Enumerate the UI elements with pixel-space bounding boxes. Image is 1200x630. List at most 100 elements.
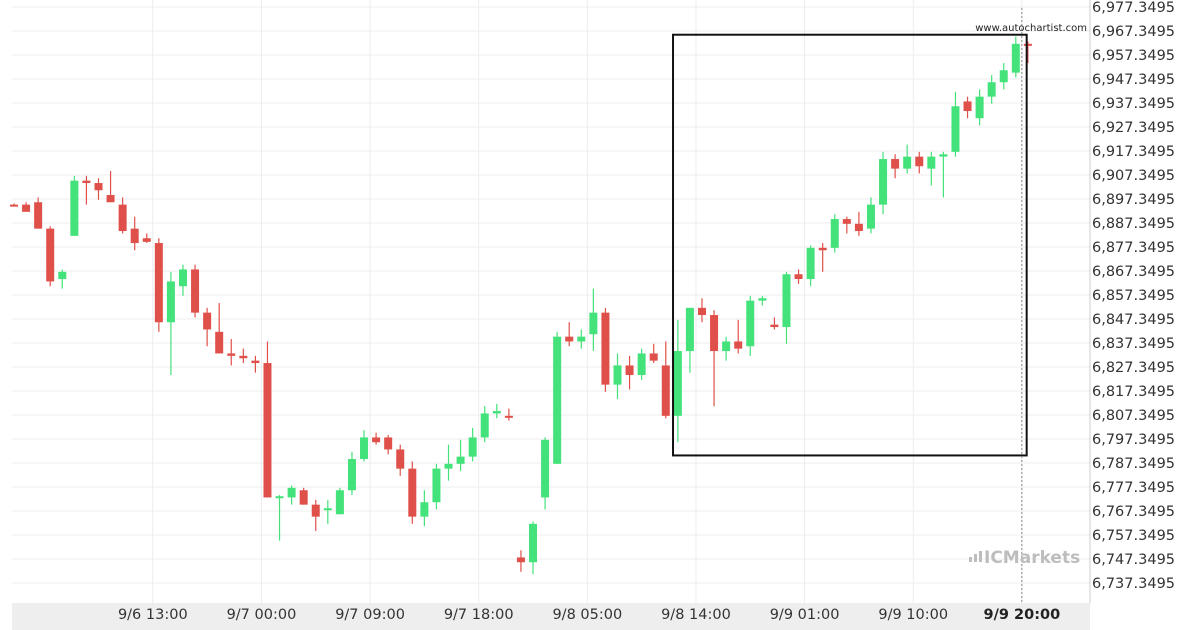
brand-bar-icon <box>974 554 977 562</box>
candle-body <box>323 508 332 511</box>
candle-body <box>227 353 236 356</box>
candle-body <box>613 365 622 385</box>
y-tick-label: 6,907.3495 <box>1092 168 1175 184</box>
candle-down <box>10 203 18 207</box>
candle-body <box>1011 43 1020 73</box>
candle-body <box>999 70 1008 83</box>
candle-body <box>154 243 163 323</box>
candle-down <box>22 202 31 212</box>
y-tick-label: 6,917.3495 <box>1092 144 1175 160</box>
candle-body <box>311 504 320 517</box>
candle-body <box>541 439 550 498</box>
candle-up <box>58 269 67 289</box>
candle-down <box>710 310 719 407</box>
candle-body <box>396 449 405 469</box>
y-tick-label: 6,797.3495 <box>1092 432 1175 448</box>
candle-up <box>432 463 441 510</box>
candle-down <box>770 317 779 330</box>
candle-up <box>577 329 586 349</box>
candle-body <box>360 437 369 460</box>
candle-up <box>927 151 936 186</box>
candle-body <box>939 154 948 157</box>
candle-body <box>854 223 863 232</box>
candle-down <box>697 298 706 323</box>
candle-body <box>951 106 960 152</box>
x-axis-band <box>12 603 1090 630</box>
candle-body <box>82 180 91 184</box>
candle-up <box>999 63 1008 90</box>
x-tick-label: 9/8 14:00 <box>661 607 731 623</box>
candle-body <box>975 96 984 119</box>
candle-body <box>118 204 127 232</box>
candle-body <box>529 523 538 563</box>
candle-up <box>746 295 755 356</box>
candle-up <box>866 197 875 234</box>
candle-down <box>504 408 513 421</box>
candle-up <box>685 307 694 373</box>
candle-body <box>239 355 248 359</box>
y-tick-label: 6,757.3495 <box>1092 528 1175 544</box>
y-tick-label: 6,827.3495 <box>1092 360 1175 376</box>
y-tick-label: 6,887.3495 <box>1092 216 1175 232</box>
candle-body <box>480 413 489 438</box>
candle-body <box>806 247 815 280</box>
candle-down <box>661 341 670 419</box>
candle-down <box>372 432 381 445</box>
candle-body <box>577 336 586 342</box>
candle-body <box>251 360 260 364</box>
y-tick-label: 6,947.3495 <box>1092 72 1175 88</box>
candle-up <box>444 444 453 481</box>
candle-down <box>854 211 863 236</box>
candle-down <box>794 269 803 284</box>
candle-down <box>649 343 658 364</box>
y-tick-label: 6,937.3495 <box>1092 96 1175 112</box>
candle-body <box>420 502 429 517</box>
candle-body <box>722 341 731 352</box>
candle-body <box>830 219 839 248</box>
candle-body <box>516 557 525 563</box>
candle-body <box>685 307 694 352</box>
x-tick-label: 9/6 13:00 <box>118 607 188 623</box>
pattern-rectangle <box>672 33 1028 457</box>
y-tick-label: 6,747.3495 <box>1092 552 1175 568</box>
candle-body <box>335 490 344 515</box>
y-tick-label: 6,787.3495 <box>1092 456 1175 472</box>
candle-body <box>275 496 284 499</box>
candle-up <box>335 487 344 515</box>
x-tick-label: 9/9 01:00 <box>770 607 840 623</box>
candle-up <box>529 521 538 575</box>
candle-body <box>263 363 272 498</box>
candle-down <box>516 550 525 572</box>
candle-body <box>637 353 646 376</box>
candle-up <box>903 144 912 174</box>
candle-up <box>456 439 465 472</box>
candle-body <box>34 202 43 229</box>
candle-body <box>927 156 936 169</box>
candle-down <box>263 341 272 498</box>
candle-body <box>770 324 779 328</box>
y-tick-label: 6,957.3495 <box>1092 48 1175 64</box>
candle-body <box>589 312 598 335</box>
y-tick-label: 6,807.3495 <box>1092 408 1175 424</box>
candle-up <box>673 319 682 443</box>
candle-up <box>637 348 646 380</box>
candle-down <box>842 216 851 234</box>
candle-down <box>384 435 393 455</box>
candle-down <box>215 303 224 354</box>
x-tick-label: 9/7 00:00 <box>227 607 297 623</box>
pattern-box <box>672 33 1028 457</box>
candle-down <box>34 197 43 229</box>
candle-down <box>191 264 200 318</box>
candle-body <box>746 300 755 347</box>
candle-body <box>903 156 912 169</box>
candle-down <box>106 171 115 203</box>
candle-body <box>782 274 791 328</box>
candle-body <box>891 159 900 169</box>
candle-down <box>734 319 743 354</box>
x-tick-label: 9/8 05:00 <box>552 607 622 623</box>
y-tick-label: 6,877.3495 <box>1092 240 1175 256</box>
candle-up <box>722 336 731 361</box>
candle-body <box>553 336 562 464</box>
candle-up <box>553 331 562 464</box>
candle-up <box>347 451 356 496</box>
